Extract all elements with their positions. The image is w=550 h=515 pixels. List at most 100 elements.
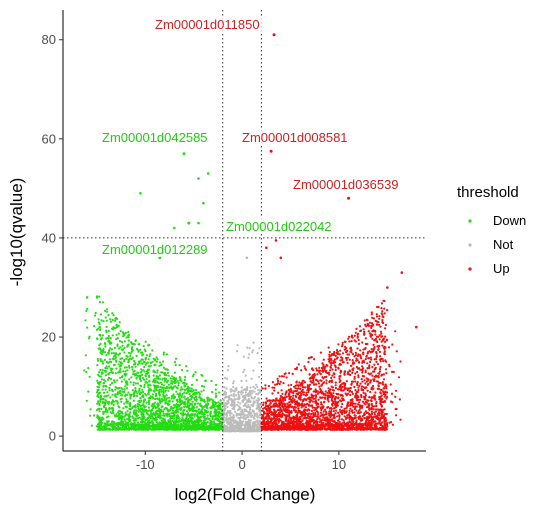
data-point: [285, 405, 288, 408]
data-point: [167, 396, 171, 399]
data-point: [100, 319, 103, 322]
data-point: [349, 407, 352, 410]
data-point: [360, 396, 363, 399]
data-point: [246, 414, 249, 417]
data-point: [226, 430, 230, 433]
data-point: [120, 400, 123, 403]
data-point: [329, 361, 332, 365]
data-point: [320, 379, 323, 382]
data-point: [241, 422, 244, 425]
data-point: [306, 384, 309, 387]
data-point: [274, 422, 277, 425]
data-point: [350, 351, 353, 354]
data-point: [284, 425, 287, 429]
data-point: [303, 381, 307, 384]
data-point: [224, 428, 227, 432]
data-point: [282, 406, 285, 409]
data-point: [327, 346, 330, 349]
data-point: [108, 389, 111, 392]
data-point: [384, 383, 387, 386]
data-point: [308, 409, 311, 412]
data-point: [333, 376, 336, 379]
data-point: [334, 400, 337, 403]
data-point: [381, 357, 384, 361]
data-point: [123, 351, 126, 354]
data-point: [211, 401, 214, 404]
data-point: [256, 419, 259, 422]
data-point: [377, 384, 380, 387]
data-point: [353, 416, 356, 419]
data-point: [354, 354, 358, 357]
data-point: [124, 393, 127, 397]
data-point: [265, 397, 268, 400]
data-point: [248, 346, 251, 350]
data-point: [370, 326, 373, 329]
data-point: [306, 402, 309, 405]
data-point: [125, 387, 129, 390]
data-point: [115, 367, 118, 370]
data-point: [278, 426, 281, 429]
data-point: [101, 372, 104, 375]
data-point: [364, 424, 368, 427]
data-point: [152, 402, 155, 405]
data-point: [158, 407, 161, 410]
data-point: [319, 351, 322, 354]
data-point: [290, 400, 293, 403]
data-point: [363, 413, 366, 417]
data-point: [249, 394, 252, 397]
data-point: [398, 398, 401, 401]
data-point: [375, 404, 378, 408]
data-point: [350, 364, 353, 367]
data-point: [226, 405, 229, 408]
data-point: [353, 334, 356, 337]
data-point: [320, 384, 323, 387]
data-point: [354, 351, 357, 354]
data-point: [297, 407, 300, 410]
data-point: [331, 428, 334, 431]
data-point: [293, 409, 296, 412]
data-point: [383, 385, 387, 388]
data-point: [355, 405, 358, 408]
data-point: [328, 410, 331, 413]
data-point: [345, 358, 348, 361]
data-point: [378, 338, 381, 341]
data-point: [231, 423, 235, 426]
data-point: [320, 408, 323, 412]
data-point: [376, 428, 379, 431]
data-point: [314, 399, 317, 402]
data-point: [330, 418, 333, 421]
data-point: [348, 389, 352, 392]
data-point: [330, 410, 333, 413]
data-point: [279, 402, 282, 405]
data-point: [350, 402, 353, 405]
data-point: [371, 374, 374, 377]
data-point: [154, 394, 157, 398]
data-point: [309, 380, 312, 383]
data-point: [308, 421, 311, 424]
data-point: [98, 404, 101, 407]
data-point: [236, 421, 239, 424]
data-point: [246, 346, 249, 349]
data-point: [103, 342, 106, 345]
data-point: [354, 372, 357, 375]
data-point: [167, 374, 170, 377]
data-point: [356, 394, 359, 397]
data-point: [346, 402, 349, 405]
data-point: [343, 371, 346, 374]
data-point: [283, 413, 286, 416]
data-point: [380, 394, 383, 397]
data-point: [288, 428, 292, 431]
data-point: [350, 390, 354, 393]
data-point: [366, 428, 369, 431]
data-point: [379, 365, 382, 369]
data-point: [285, 410, 288, 414]
data-point: [287, 389, 290, 392]
data-point: [327, 406, 330, 409]
data-point: [358, 342, 361, 345]
data-point: [290, 383, 293, 387]
data-point: [299, 387, 302, 390]
data-point: [352, 361, 355, 364]
data-point: [234, 394, 238, 397]
data-point: [97, 395, 100, 399]
data-point: [362, 328, 365, 331]
